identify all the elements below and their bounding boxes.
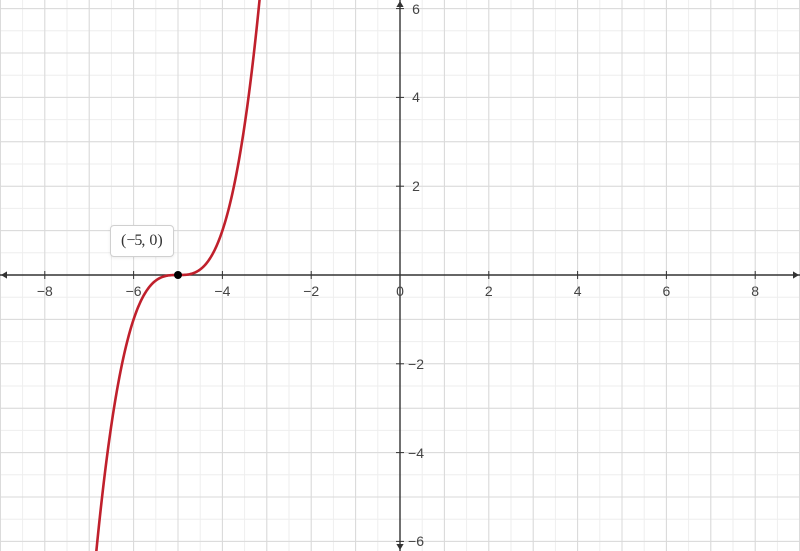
axis-tick-label: −2 [303, 283, 319, 299]
axis-tick-label: −6 [408, 533, 424, 549]
axis-tick-label: 2 [485, 283, 493, 299]
axis-tick-label: 6 [412, 1, 420, 17]
axis-tick-label: 6 [662, 283, 670, 299]
annotation-x: −5 [126, 232, 141, 249]
axis-tick-label: −4 [214, 283, 230, 299]
axis-tick-label: −8 [37, 283, 53, 299]
axis-tick-label: 4 [574, 283, 582, 299]
axis-tick-label: 0 [396, 283, 404, 299]
axis-tick-label: 2 [412, 178, 420, 194]
axis-tick-label: 8 [751, 283, 759, 299]
annotation-close: ) [157, 232, 162, 249]
axis-tick-label: −2 [408, 356, 424, 372]
point-annotation: (−5, 0) [110, 225, 174, 257]
axis-tick-label: −6 [126, 283, 142, 299]
axis-tick-label: −4 [408, 445, 424, 461]
coordinate-plane[interactable]: (−5, 0) −8 −6 −4 −2 0 2 4 6 8 −6 −4 −2 2 4 6 [0, 0, 800, 551]
axis-tick-label: 4 [412, 89, 420, 105]
plot-svg [0, 0, 800, 551]
intercept-point [174, 271, 182, 279]
